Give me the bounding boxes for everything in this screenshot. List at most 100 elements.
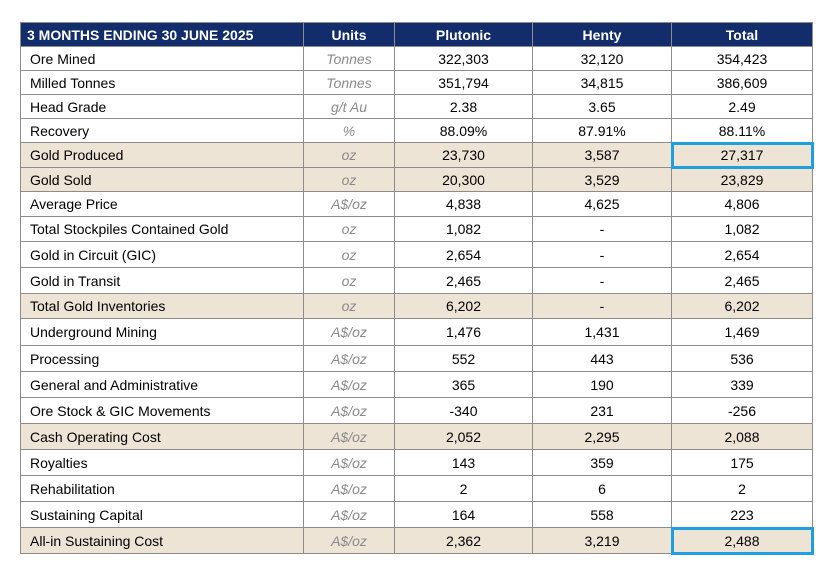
- units-header: Units: [303, 22, 395, 47]
- row-plutonic-value: 1,476: [394, 318, 533, 346]
- row-label: Total Gold Inventories: [20, 293, 304, 319]
- table-row: Sustaining Capital A$/oz 164 558 223: [20, 501, 813, 528]
- row-label: Rehabilitation: [20, 475, 304, 502]
- row-units: Tonnes: [303, 70, 395, 95]
- row-plutonic-value: -340: [394, 397, 533, 424]
- row-units: A$/oz: [303, 371, 395, 398]
- table-row: Recovery% 88.09% 87.91% 88.11%: [20, 118, 813, 143]
- row-plutonic-value: 143: [394, 449, 533, 476]
- row-units: g/t Au: [303, 94, 395, 119]
- row-total-value: 339: [671, 371, 813, 398]
- row-label: Gold in Circuit (GIC): [20, 241, 304, 268]
- row-units: A$/oz: [303, 475, 395, 502]
- table-row: Total Gold Inventories oz 6,202-6,202: [20, 293, 813, 319]
- row-units: oz: [303, 142, 395, 168]
- row-label: Gold Sold: [20, 167, 304, 192]
- row-label: Gold in Transit: [20, 267, 304, 294]
- row-label: Cash Operating Cost: [20, 423, 304, 450]
- row-henty-value: 3,219: [532, 527, 672, 554]
- table-header-row: 3 MONTHS ENDING 30 JUNE 2025 Units Pluto…: [20, 22, 813, 47]
- table-row: Gold in Circuit (GIC) oz 2,654-2,654: [20, 241, 813, 268]
- table-row: Gold Produced oz 23,730 3,587 27,317: [20, 142, 813, 168]
- row-plutonic-value: 2,465: [394, 267, 533, 294]
- row-units: %: [303, 118, 395, 143]
- row-total-value: 6,202: [671, 293, 813, 319]
- row-label: Gold Produced: [20, 142, 304, 168]
- row-label: Average Price: [20, 191, 304, 217]
- row-units: oz: [303, 216, 395, 242]
- row-units: oz: [303, 241, 395, 268]
- row-total-value: 88.11%: [671, 118, 813, 143]
- row-plutonic-value: 6,202: [394, 293, 533, 319]
- production-summary-table: 3 MONTHS ENDING 30 JUNE 2025 Units Pluto…: [20, 22, 813, 554]
- row-total-value: 2.49: [671, 94, 813, 119]
- row-total-value: 23,829: [671, 167, 813, 192]
- row-plutonic-value: 351,794: [394, 70, 533, 95]
- row-plutonic-value: 2.38: [394, 94, 533, 119]
- table-row: Total Stockpiles Contained Gold oz 1,082-1…: [20, 216, 813, 242]
- row-units: A$/oz: [303, 449, 395, 476]
- row-label: General and Administrative: [20, 371, 304, 398]
- row-units: A$/oz: [303, 191, 395, 217]
- row-units: A$/oz: [303, 318, 395, 346]
- table-row: Processing A$/oz 552 443 536: [20, 345, 813, 372]
- row-henty-value: -: [532, 216, 672, 242]
- row-plutonic-value: 365: [394, 371, 533, 398]
- row-total-value: 2: [671, 475, 813, 502]
- row-henty-value: 34,815: [532, 70, 672, 95]
- table-row: Rehabilitation A$/oz 2 6 2: [20, 475, 813, 502]
- table-row: Ore Mined Tonnes 322,303 32,120 354,423: [20, 46, 813, 71]
- row-total-value: 536: [671, 345, 813, 372]
- table-row: Ore Stock & GIC Movements A$/oz -340 231 -25…: [20, 397, 813, 424]
- row-units: A$/oz: [303, 397, 395, 424]
- row-henty-value: 190: [532, 371, 672, 398]
- row-henty-value: -: [532, 267, 672, 294]
- row-plutonic-value: 2,362: [394, 527, 533, 554]
- row-label: Head Grade: [20, 94, 304, 119]
- row-units: oz: [303, 267, 395, 294]
- table-row: Royalties A$/oz 143 359 175: [20, 449, 813, 476]
- row-henty-value: 6: [532, 475, 672, 502]
- row-label: Royalties: [20, 449, 304, 476]
- row-plutonic-value: 322,303: [394, 46, 533, 71]
- row-henty-value: 231: [532, 397, 672, 424]
- table-row: Average Price A$/oz 4,838 4,625 4,806: [20, 191, 813, 217]
- row-plutonic-value: 88.09%: [394, 118, 533, 143]
- table-row: General and Administrative A$/oz 365 190 339: [20, 371, 813, 398]
- row-henty-value: 443: [532, 345, 672, 372]
- row-henty-value: 4,625: [532, 191, 672, 217]
- row-henty-value: -: [532, 293, 672, 319]
- row-label: Milled Tonnes: [20, 70, 304, 95]
- row-henty-value: 2,295: [532, 423, 672, 450]
- row-plutonic-value: 23,730: [394, 142, 533, 168]
- table-row: Cash Operating Cost A$/oz 2,052 2,295 2,088: [20, 423, 813, 450]
- row-total-value: 4,806: [671, 191, 813, 217]
- row-total-value: 223: [671, 501, 813, 528]
- row-label: Recovery: [20, 118, 304, 143]
- row-henty-value: 3,529: [532, 167, 672, 192]
- row-plutonic-value: 164: [394, 501, 533, 528]
- row-total-value: 175: [671, 449, 813, 476]
- row-total-value: 354,423: [671, 46, 813, 71]
- row-label: Ore Stock & GIC Movements: [20, 397, 304, 424]
- row-plutonic-value: 1,082: [394, 216, 533, 242]
- plutonic-header: Plutonic: [394, 22, 533, 47]
- table-row: Milled Tonnes Tonnes 351,794 34,815 386,609: [20, 70, 813, 95]
- row-henty-value: 1,431: [532, 318, 672, 346]
- row-total-value: 1,082: [671, 216, 813, 242]
- table-row: Underground Mining A$/oz 1,476 1,431 1,469: [20, 318, 813, 346]
- row-label: Ore Mined: [20, 46, 304, 71]
- row-plutonic-value: 2,654: [394, 241, 533, 268]
- table-body: Ore Mined Tonnes 322,303 32,120 354,423 Mille…: [20, 46, 813, 554]
- row-label: Processing: [20, 345, 304, 372]
- table-row: Head Grade g/t Au 2.38 3.65 2.49: [20, 94, 813, 119]
- row-plutonic-value: 20,300: [394, 167, 533, 192]
- table-row: All-in Sustaining Cost A$/oz 2,362 3,219 2,4…: [20, 527, 813, 554]
- row-label: Underground Mining: [20, 318, 304, 346]
- row-henty-value: 3,587: [532, 142, 672, 168]
- row-label: Total Stockpiles Contained Gold: [20, 216, 304, 242]
- period-header: 3 MONTHS ENDING 30 JUNE 2025: [20, 22, 304, 47]
- table-row: Gold in Transit oz 2,465-2,465: [20, 267, 813, 294]
- row-plutonic-value: 2: [394, 475, 533, 502]
- table-row: Gold Sold oz 20,300 3,529 23,829: [20, 167, 813, 192]
